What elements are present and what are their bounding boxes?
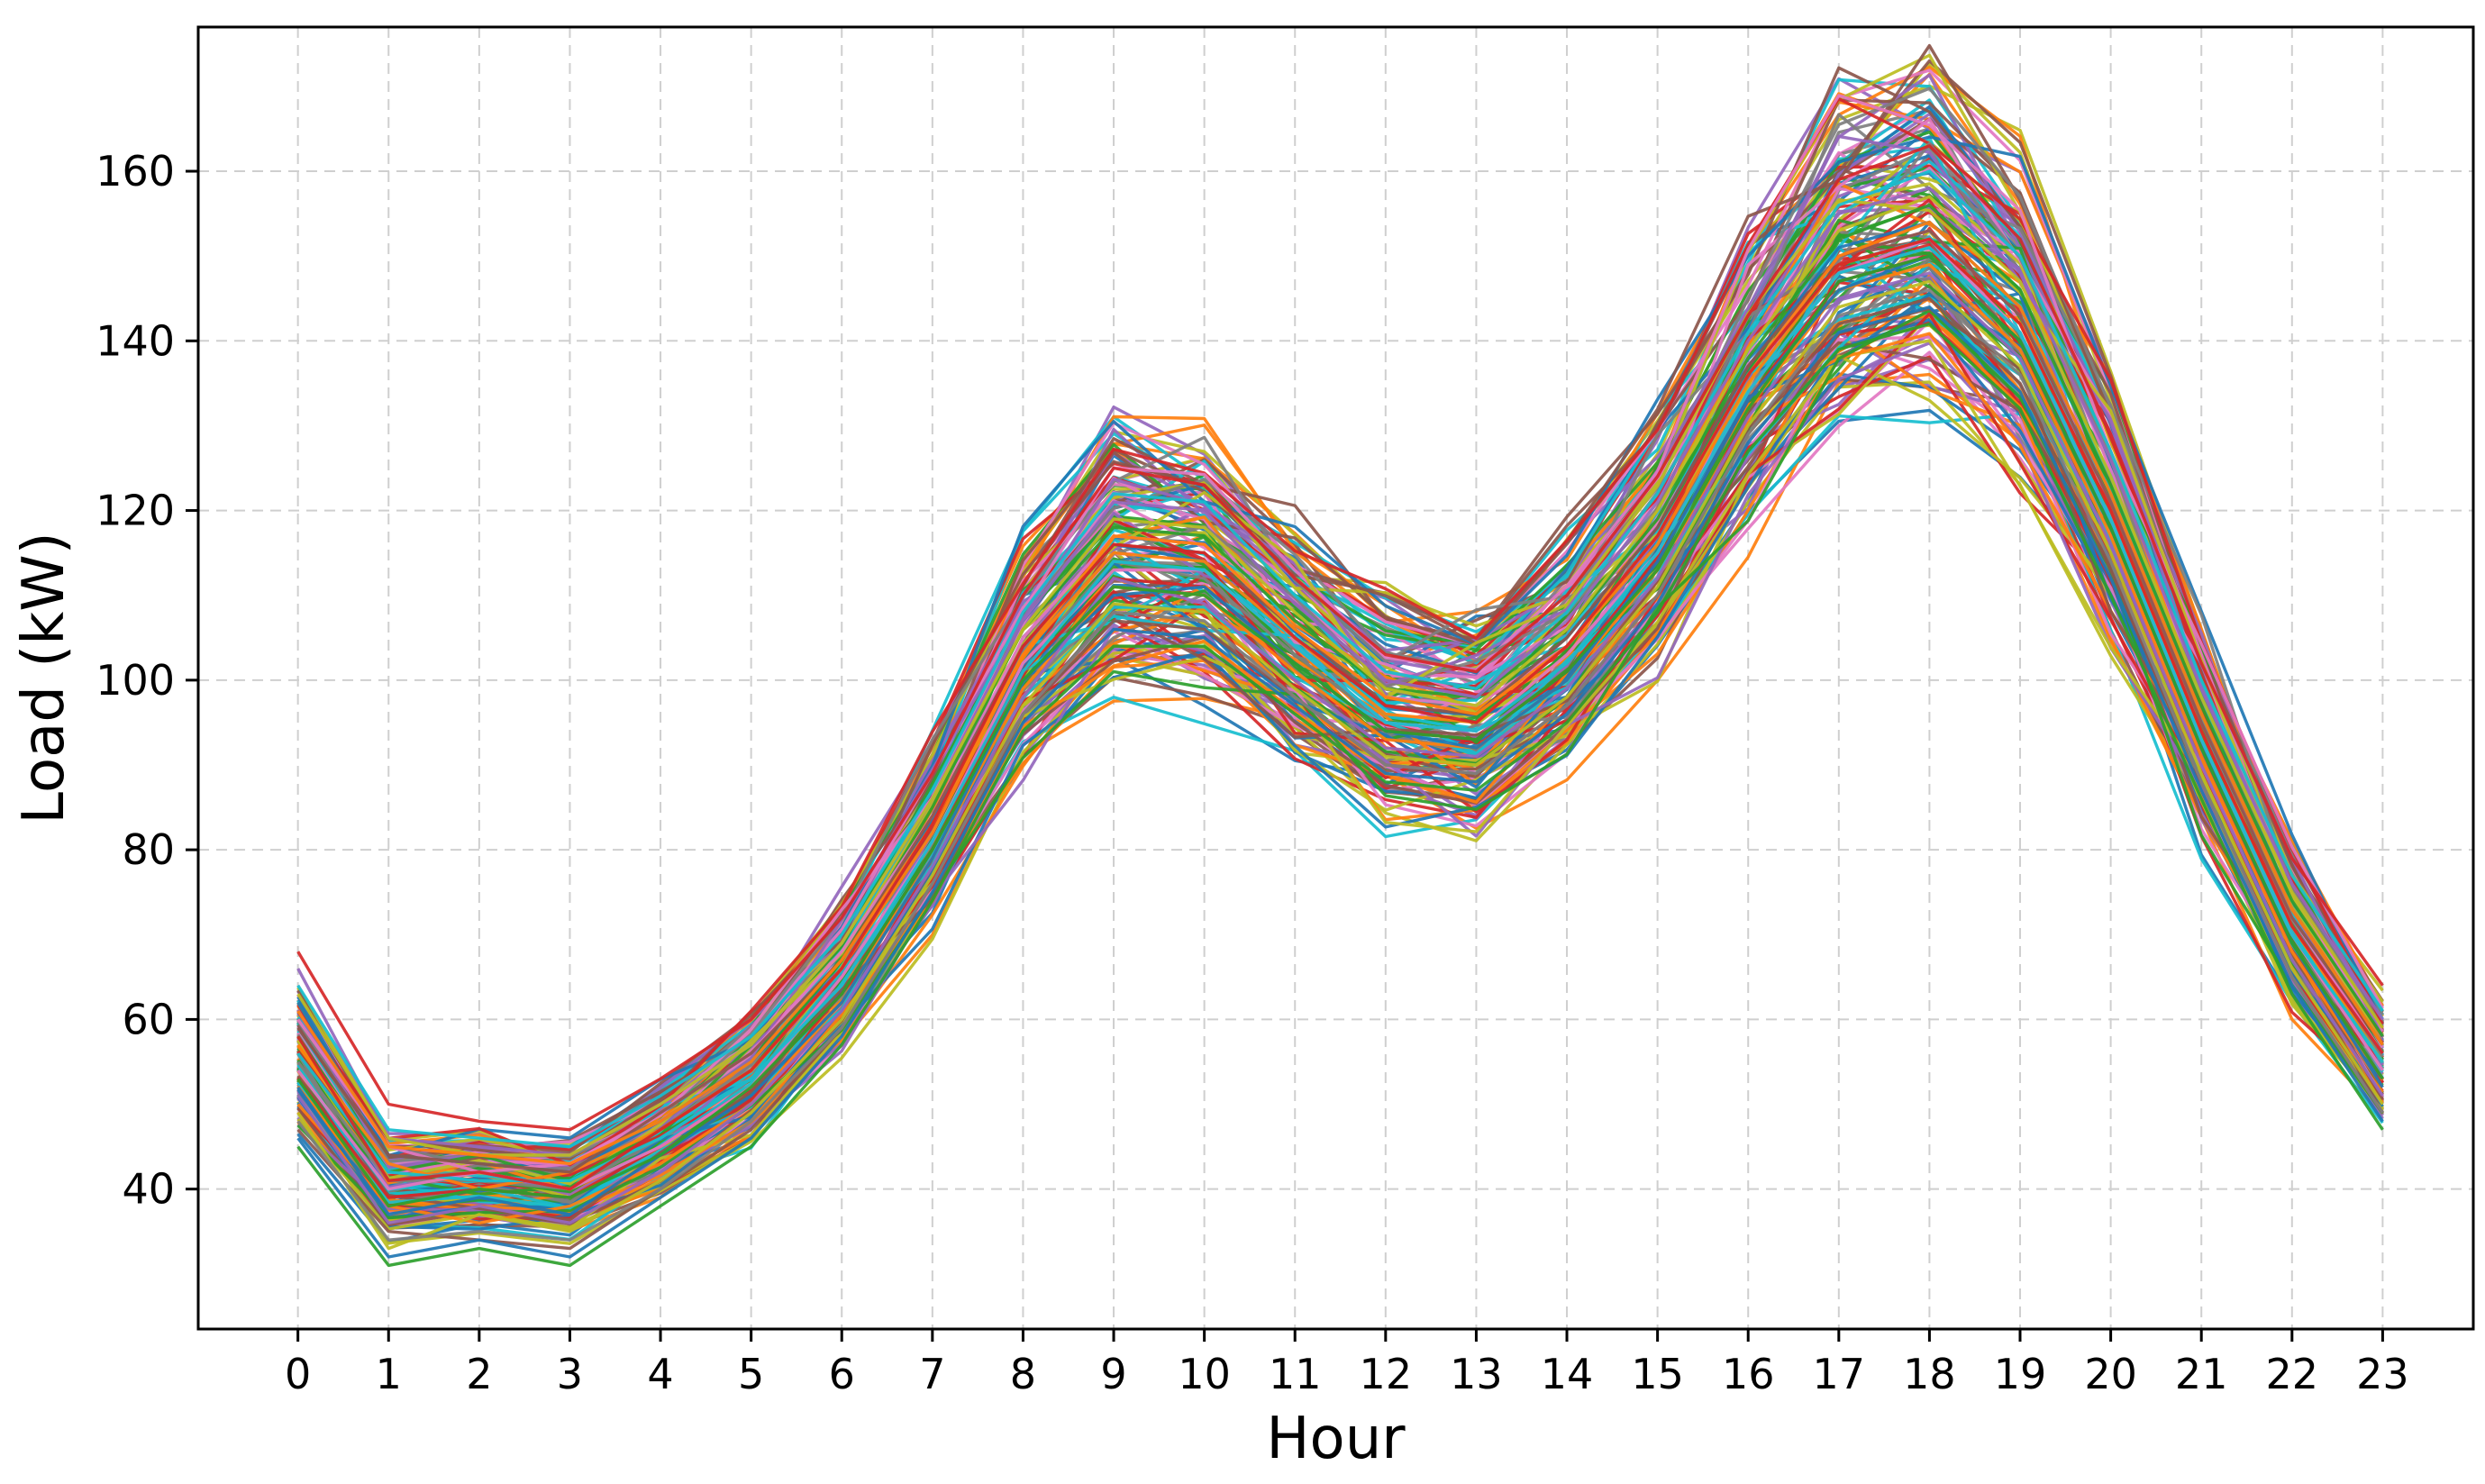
y-tick-label: 140	[96, 316, 175, 365]
y-tick-label: 100	[96, 656, 175, 705]
series-line	[296, 271, 2384, 1225]
series-line	[296, 322, 2384, 1268]
x-tick-label: 19	[1994, 1350, 2047, 1398]
series-line	[296, 279, 2384, 1251]
series-line	[296, 288, 2384, 1242]
x-axis-label: Hour	[1266, 1406, 1406, 1472]
series-line	[296, 305, 2384, 1259]
x-tick-label: 6	[829, 1350, 855, 1398]
x-tick-label: 5	[738, 1350, 764, 1398]
x-tick-label: 17	[1813, 1350, 1866, 1398]
x-tick-label: 14	[1541, 1350, 1594, 1398]
x-tick-label: 22	[2266, 1350, 2319, 1398]
x-tick-label: 7	[919, 1350, 945, 1398]
background-series-line	[296, 308, 2384, 1220]
series-line	[296, 254, 2384, 1208]
x-tick-label: 12	[1360, 1350, 1413, 1398]
background-series-line	[296, 43, 2384, 1161]
series-line	[296, 262, 2384, 1225]
x-tick-label: 2	[466, 1350, 492, 1398]
y-tick-label: 60	[122, 995, 175, 1043]
y-tick-label: 80	[122, 825, 175, 874]
series-lines	[296, 43, 2384, 1268]
series-line	[296, 246, 2384, 1183]
x-tick-label: 20	[2084, 1350, 2137, 1398]
series-line	[296, 220, 2384, 1166]
y-tick-label: 120	[96, 487, 175, 535]
plot-frame	[196, 25, 2475, 1331]
series-line	[296, 169, 2384, 1149]
background-series-line	[296, 135, 2384, 1158]
series-line	[296, 144, 2384, 1132]
background-series-line	[296, 293, 2384, 1210]
x-tick-label: 9	[1100, 1350, 1126, 1398]
x-tick-label: 10	[1178, 1350, 1231, 1398]
x-axis-ticks: 0 1 2 3 4 5 6 7 8 9 10 11 12 13 14 15 16 17 18 19 20 21 22 23	[285, 1329, 2409, 1398]
x-tick-label: 21	[2175, 1350, 2228, 1398]
x-tick-label: 3	[557, 1350, 583, 1398]
x-tick-label: 16	[1722, 1350, 1775, 1398]
x-tick-label: 23	[2356, 1350, 2409, 1398]
series-line	[296, 229, 2384, 1174]
y-tick-label: 160	[96, 147, 175, 196]
series-line	[296, 195, 2384, 1157]
y-tick-label: 40	[122, 1165, 175, 1214]
x-tick-label: 15	[1631, 1350, 1684, 1398]
x-tick-label: 8	[1010, 1350, 1036, 1398]
x-tick-label: 13	[1450, 1350, 1503, 1398]
y-axis-ticks: 40 60 80 100 120 140 160	[96, 147, 198, 1214]
background-series-line	[296, 96, 2384, 1167]
x-tick-label: 18	[1903, 1350, 1956, 1398]
x-tick-label: 1	[376, 1350, 402, 1398]
x-tick-label: 11	[1269, 1350, 1322, 1398]
series-line	[296, 237, 2384, 1191]
x-tick-label: 0	[285, 1350, 311, 1398]
background-series-line	[296, 59, 2384, 1160]
y-axis-label: Load (kW)	[11, 532, 77, 824]
x-tick-label: 4	[647, 1350, 673, 1398]
